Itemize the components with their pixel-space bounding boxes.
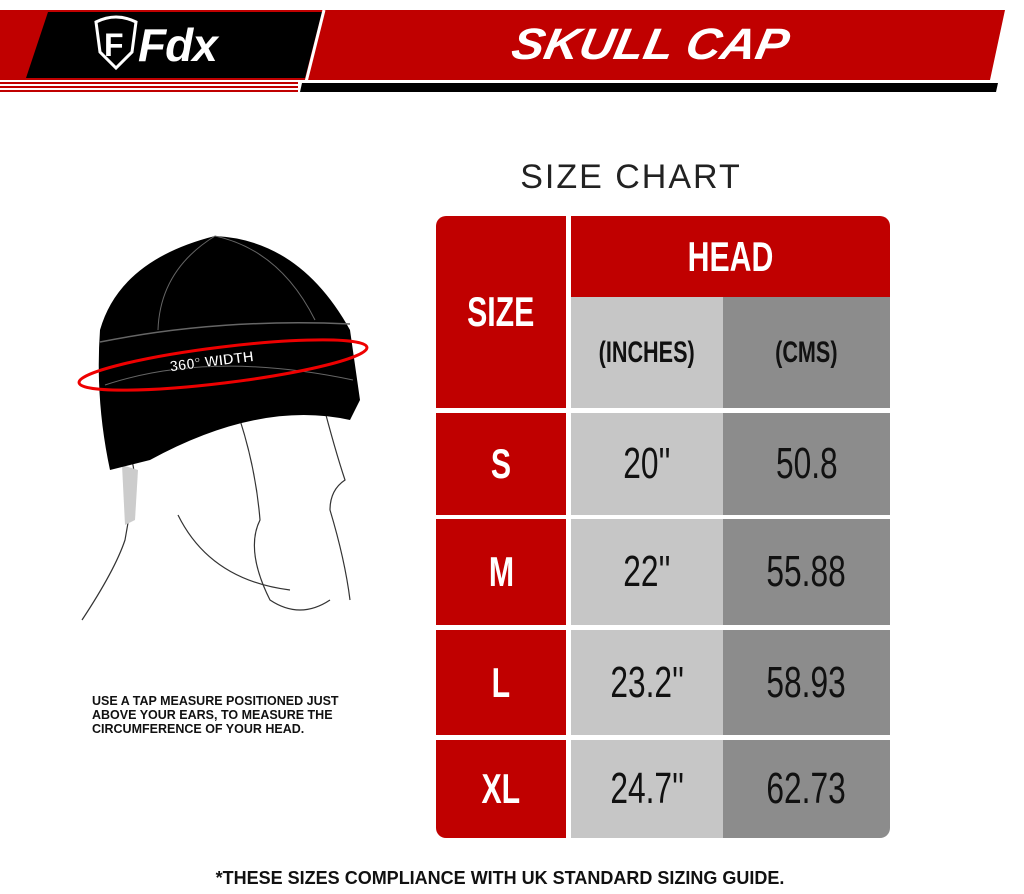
fdx-shield-logo-icon: F — [94, 15, 138, 71]
sizing-footnote: *THESE SIZES COMPLIANCE WITH UK STANDARD… — [215, 868, 785, 888]
size-cell: S — [436, 413, 566, 515]
measure-instructions: USE A TAP MEASURE POSITIONED JUST ABOVE … — [92, 694, 339, 736]
svg-text:F: F — [104, 27, 124, 63]
cms-cell: 62.73 — [723, 740, 890, 838]
header-banner: F — [0, 9, 1005, 92]
cms-cell: 50.8 — [723, 413, 890, 515]
size-table: SIZE HEAD (INCHES) (CMS) S 20'' 50.8 M 2… — [436, 216, 890, 838]
size-cell: L — [436, 630, 566, 735]
cms-cell: 58.93 — [723, 630, 890, 735]
brand-logo: Fdx — [138, 19, 218, 71]
cms-header: (CMS) — [723, 297, 890, 408]
inches-cell: 22'' — [571, 519, 723, 625]
size-cell: M — [436, 519, 566, 625]
skull-cap-illustration: 360° WIDTH — [77, 235, 369, 621]
cms-cell: 55.88 — [723, 519, 890, 625]
inches-cell: 23.2'' — [571, 630, 723, 735]
page-title: SKULL CAP — [507, 20, 793, 69]
size-cell: XL — [436, 740, 566, 838]
inches-cell: 20'' — [571, 413, 723, 515]
size-chart-title: SIZE CHART — [520, 158, 742, 196]
size-column-header: SIZE — [436, 216, 566, 408]
inches-cell: 24.7'' — [571, 740, 723, 838]
head-column-header: HEAD — [571, 216, 890, 297]
inches-header: (INCHES) — [571, 297, 723, 408]
